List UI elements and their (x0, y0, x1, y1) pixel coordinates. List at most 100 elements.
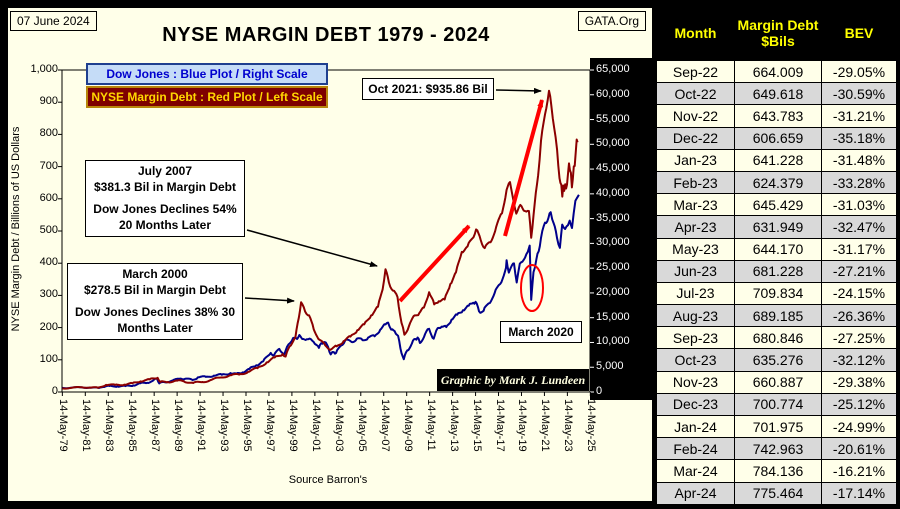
table-cell: 606.659 (734, 126, 822, 150)
annotation-line: 20 Months Later (118, 217, 211, 232)
table-cell: -30.59% (821, 82, 897, 106)
annotation-line: $381.3 Bil in Margin Debt (93, 179, 237, 194)
table-row: Aug-23 689.185 -26.36% (656, 304, 897, 328)
axis-tick-label: 14-May-17 (493, 399, 506, 452)
table-cell: 641.228 (734, 148, 822, 172)
table-cell: -25.12% (821, 392, 897, 417)
annotation-oct-2021: Oct 2021: $935.86 Bil (362, 78, 494, 100)
table-cell: Oct-23 (656, 348, 735, 372)
axis-tick-label: 900 (39, 95, 58, 108)
table-cell: 660.887 (734, 370, 822, 394)
col-header-month: Month (656, 4, 735, 61)
annotation-march-2000: March 2000 $278.5 Bil in Margin Debt Dow… (67, 263, 243, 341)
axis-tick-label: 50,000 (596, 137, 630, 150)
axis-tick-label: 45,000 (596, 162, 630, 175)
table-cell: Oct-22 (656, 82, 735, 106)
table-cell: -31.17% (821, 237, 897, 261)
axis-tick-label: 14-May-23 (562, 399, 575, 452)
table-cell: -32.47% (821, 215, 897, 239)
axis-tick-label: 14-May-07 (378, 399, 391, 452)
axis-tick-label: 14-May-97 (263, 399, 276, 452)
axis-tick-label: 14-May-99 (286, 399, 299, 452)
table-row: Jul-23 709.834 -24.15% (656, 281, 897, 306)
table-cell: 664.009 (734, 59, 822, 84)
axis-tick-label: 14-May-85 (126, 399, 139, 452)
table-cell: Sep-23 (656, 326, 735, 350)
annotation-line: $278.5 Bil in Margin Debt (83, 282, 227, 297)
axis-tick-label: 300 (39, 288, 58, 301)
axis-tick-label: 14-May-83 (103, 399, 116, 452)
source-label: Source Barron's (288, 474, 368, 486)
table-row: Oct-22 649.618 -30.59% (656, 82, 897, 106)
margin-debt-dow-chart (58, 58, 652, 400)
axis-tick-label: 40,000 (596, 186, 630, 199)
annotation-line: July 2007 (137, 164, 193, 178)
axis-tick-label: 65,000 (596, 63, 630, 75)
table-cell: -29.38% (821, 370, 897, 394)
axis-tick-label: 14-May-95 (240, 399, 253, 452)
col-header-bev: BEV (821, 4, 897, 61)
axis-tick-label: 14-May-09 (401, 399, 414, 452)
table-cell: Aug-23 (656, 304, 735, 328)
table-cell: Nov-23 (656, 370, 735, 394)
table-cell: Jun-23 (656, 259, 735, 283)
axis-tick-label: 14-May-21 (539, 399, 552, 452)
table-cell: 680.846 (734, 326, 822, 350)
axis-tick-label: 14-May-87 (149, 399, 162, 452)
table-row: Jan-23 641.228 -31.48% (656, 148, 897, 172)
table-cell: 645.429 (734, 193, 822, 217)
table-cell: Mar-23 (656, 193, 735, 217)
axis-tick-label: 10,000 (596, 335, 630, 348)
table-cell: -24.15% (821, 281, 897, 306)
axis-tick-label: 14-May-91 (195, 399, 208, 452)
table-cell: Jan-23 (656, 148, 735, 172)
annotation-line: Dow Jones Declines 38% 30 (74, 305, 236, 320)
table-row: Nov-23 660.887 -29.38% (656, 370, 897, 394)
table-cell: -26.36% (821, 304, 897, 328)
table-cell: -32.12% (821, 348, 897, 372)
table-row: Feb-23 624.379 -33.28% (656, 170, 897, 195)
axis-tick-label: 14-May-03 (332, 399, 345, 452)
axis-tick-label: 35,000 (596, 211, 630, 224)
graphic-credit: Graphic by Mark J. Lundeen (437, 369, 589, 391)
axis-tick-label: 14-May-11 (424, 399, 437, 451)
table-cell: 709.834 (734, 281, 822, 306)
table-row: Sep-22 664.009 -29.05% (656, 59, 897, 84)
table-cell: -31.21% (821, 104, 897, 128)
chart-panel: 07 June 2024 NYSE MARGIN DEBT 1979 - 202… (8, 8, 652, 501)
axis-tick-label: 0 (596, 385, 603, 397)
table-row: Nov-22 643.783 -31.21% (656, 104, 897, 128)
left-axis-title: NYSE Margin Debt / Billions of US Dollar… (10, 126, 22, 332)
axis-tick-label: 30,000 (596, 236, 630, 249)
table-cell: Sep-22 (656, 59, 735, 84)
table-cell: Feb-24 (656, 437, 735, 461)
table-cell: Feb-23 (656, 170, 735, 195)
chart-legend: Dow Jones : Blue Plot / Right Scale NYSE… (86, 63, 328, 108)
table-cell: -31.48% (821, 148, 897, 172)
table-body: Sep-22 664.009 -29.05% Oct-22 649.618 -30.59%… (656, 59, 897, 506)
table-row: May-23 644.170 -31.17% (656, 237, 897, 261)
table-row: Apr-23 631.949 -32.47% (656, 215, 897, 239)
table-cell: May-23 (656, 237, 735, 261)
table-cell: Apr-23 (656, 215, 735, 239)
table-cell: 775.464 (734, 481, 822, 506)
axis-tick-label: 200 (39, 320, 58, 333)
annotation-line (89, 195, 241, 202)
table-cell: Nov-22 (656, 104, 735, 128)
table-cell: 644.170 (734, 237, 822, 261)
table-cell: -20.61% (821, 437, 897, 461)
axis-tick-label: 14-May-01 (309, 399, 322, 452)
table-row: Mar-23 645.429 -31.03% (656, 193, 897, 217)
axis-tick-label: 14-May-93 (218, 399, 231, 452)
table-cell: Jan-24 (656, 414, 735, 439)
axis-tick-label: 55,000 (596, 112, 630, 125)
annotation-line: Months Later (117, 320, 193, 335)
axis-tick-label: 600 (39, 191, 58, 204)
annotation-line (71, 298, 239, 305)
table-cell: Mar-24 (656, 459, 735, 483)
axis-tick-label: 14-May-13 (447, 399, 460, 452)
table-cell: Dec-23 (656, 392, 735, 417)
table-cell: Jul-23 (656, 281, 735, 306)
table-cell: 742.963 (734, 437, 822, 461)
col-header-margin-debt: Margin Debt $Bils (734, 4, 822, 61)
